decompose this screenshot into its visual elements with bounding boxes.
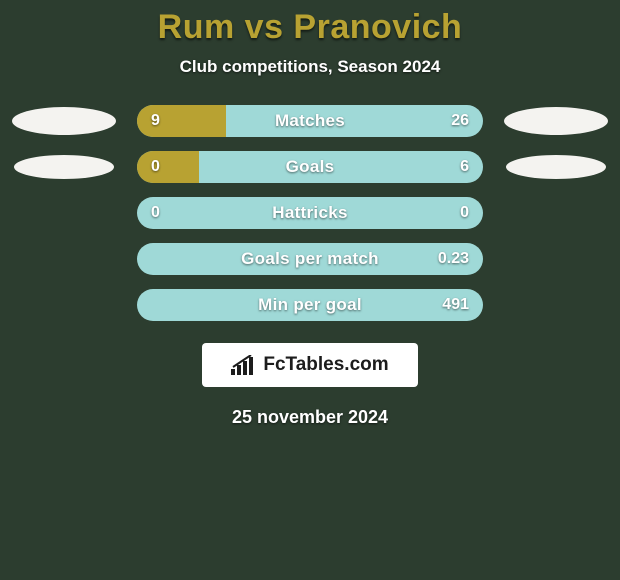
page-subtitle: Club competitions, Season 2024: [0, 57, 620, 77]
stat-row: 0Goals6: [0, 151, 620, 183]
comparison-card: Rum vs Pranovich Club competitions, Seas…: [0, 0, 620, 580]
avatar-slot-left: [9, 107, 119, 135]
player-avatar-right: [506, 155, 606, 179]
stat-label: Goals per match: [137, 243, 483, 275]
branding-chart-icon: [231, 355, 255, 375]
branding-badge: FcTables.com: [202, 343, 418, 387]
stat-bar: Min per goal491: [137, 289, 483, 321]
branding-text: FcTables.com: [263, 354, 388, 376]
stat-right-value: 0: [460, 197, 469, 229]
stat-label: Min per goal: [137, 289, 483, 321]
stat-right-value: 491: [442, 289, 469, 321]
avatar-slot-right: [501, 107, 611, 135]
stat-bar: 0Hattricks0: [137, 197, 483, 229]
avatar-slot-right: [501, 155, 611, 179]
stat-row: 9Matches26: [0, 105, 620, 137]
stat-right-value: 0.23: [438, 243, 469, 275]
stat-bar: 9Matches26: [137, 105, 483, 137]
stat-bar: 0Goals6: [137, 151, 483, 183]
stat-right-value: 6: [460, 151, 469, 183]
page-title: Rum vs Pranovich: [0, 8, 620, 47]
player-avatar-right: [504, 107, 608, 135]
date-line: 25 november 2024: [0, 407, 620, 428]
player-avatar-left: [14, 155, 114, 179]
stat-label: Hattricks: [137, 197, 483, 229]
stat-label: Goals: [137, 151, 483, 183]
stat-row: Min per goal491: [0, 289, 620, 321]
stat-bar: Goals per match0.23: [137, 243, 483, 275]
stat-label: Matches: [137, 105, 483, 137]
stat-row: 0Hattricks0: [0, 197, 620, 229]
player-avatar-left: [12, 107, 116, 135]
stat-right-value: 26: [451, 105, 469, 137]
avatar-slot-left: [9, 155, 119, 179]
stat-rows: 9Matches260Goals60Hattricks0Goals per ma…: [0, 105, 620, 321]
stat-row: Goals per match0.23: [0, 243, 620, 275]
